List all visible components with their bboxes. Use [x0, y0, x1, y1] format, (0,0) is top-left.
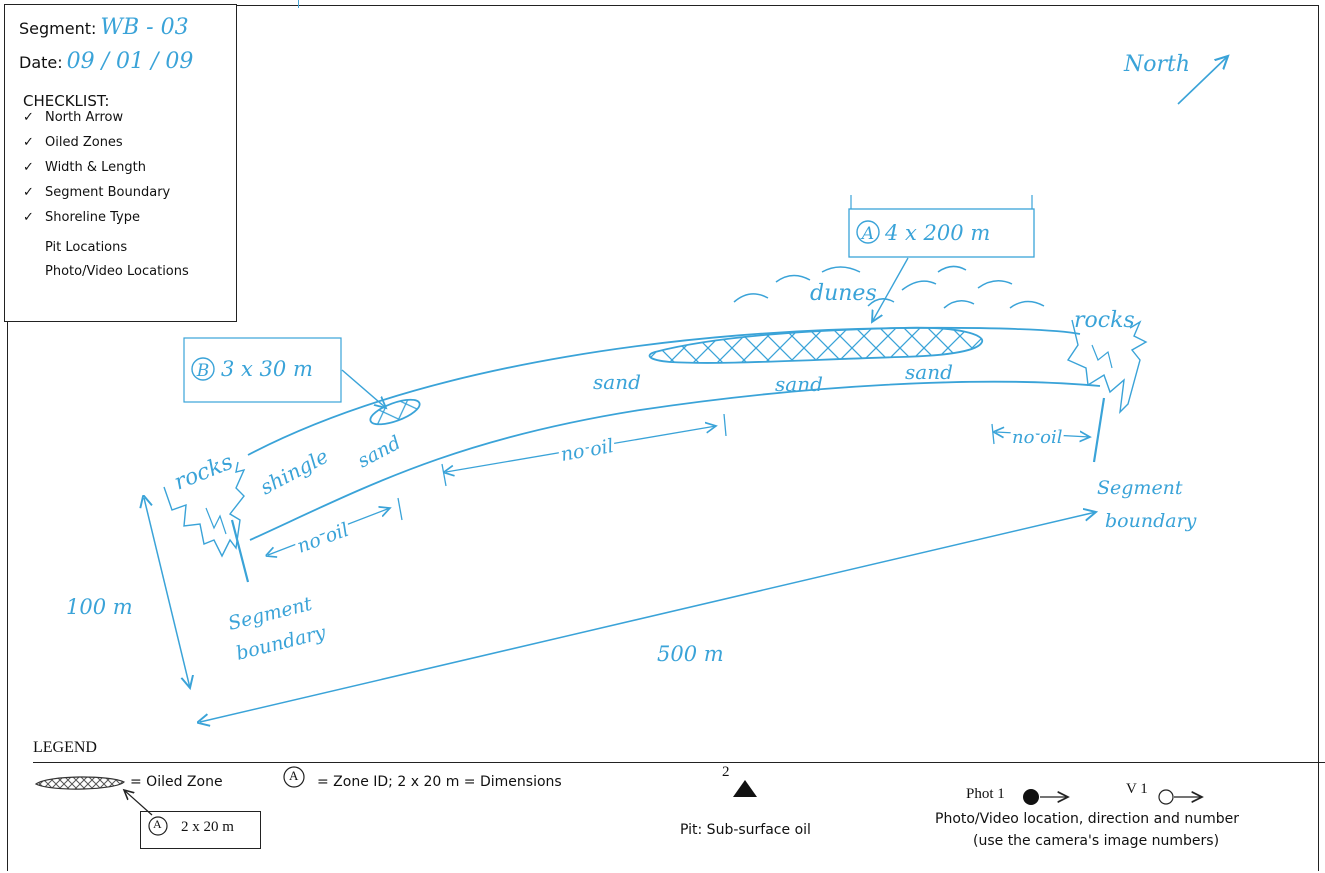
oiled-zone-b — [369, 398, 421, 426]
sand-label-3: sand — [775, 372, 823, 396]
dunes-label: dunes — [810, 281, 877, 306]
zone-b-dims: 3 x 30 m — [221, 357, 313, 381]
photo-video-text-1: Photo/Video location, direction and numb… — [935, 811, 1240, 827]
length-dimension-arrow — [200, 512, 1096, 722]
checklist-item: Photo/Video Locations — [23, 264, 189, 279]
checkmark-icon: ✓ — [23, 160, 34, 175]
segment-value: WB - 03 — [100, 15, 189, 40]
length-label: 500 m — [657, 642, 724, 666]
north-label: North — [1123, 52, 1190, 77]
date-row: Date: 09 / 01 / 09 — [19, 49, 193, 74]
legend-example-id: A — [153, 817, 162, 831]
no-oil-right-arrow — [996, 432, 1090, 437]
checklist-item-label: Photo/Video Locations — [45, 264, 189, 279]
legend-oiled-zone-text: = Oiled Zone — [130, 774, 223, 790]
segment-boundary-left-line — [230, 519, 250, 583]
zone-a-dims: 4 x 200 m — [884, 221, 990, 245]
checklist-item-label: Pit Locations — [45, 240, 128, 255]
no-oil-label-right: no oil — [1012, 427, 1063, 448]
rocks-right-shape — [1066, 319, 1148, 414]
legend-zone-id-symbol: A — [289, 768, 299, 783]
segment-label: Segment: — [19, 19, 97, 38]
pit-text: Pit: Sub-surface oil — [680, 822, 811, 838]
segment-boundary-right-1: Segment — [1097, 477, 1183, 499]
checkmark-icon: ✓ — [23, 210, 34, 225]
checklist-item: ✓ Segment Boundary — [23, 185, 170, 200]
pit-triangle-icon — [733, 780, 757, 797]
legend-zone-id-circle — [283, 766, 305, 788]
segment-boundary-right-2: boundary — [1105, 510, 1197, 532]
date-value: 09 / 01 / 09 — [66, 49, 194, 74]
oiled-zone-a — [648, 326, 983, 364]
photo-video-text-2: (use the camera's image numbers) — [973, 833, 1220, 849]
zone-a-callout-box — [848, 208, 1035, 258]
video-label: V 1 — [1126, 781, 1148, 797]
zone-b-callout-box — [183, 337, 342, 403]
sand-label-1: sand — [354, 432, 404, 473]
checklist-item-label: Oiled Zones — [45, 135, 123, 150]
rocks-right-label: rocks — [1074, 308, 1135, 333]
no-oil-middle-arrow — [446, 426, 716, 472]
width-label: 100 m — [66, 595, 133, 619]
zone-b-id-circle — [191, 357, 215, 381]
sketch-frame — [7, 5, 1319, 871]
width-dimension-arrow — [144, 498, 190, 688]
legend-oiled-zone-symbol — [34, 776, 126, 790]
zone-a-id: A — [860, 224, 874, 244]
frame-tick-mark — [298, 0, 299, 8]
checklist-item: ✓ Oiled Zones — [23, 135, 123, 150]
photo-label: Phot 1 — [966, 786, 1005, 802]
checklist-box: Segment: WB - 03 Date: 09 / 01 / 09 CHECKL… — [4, 4, 237, 322]
pit-number: 2 — [722, 764, 730, 780]
checklist-item: ✓ Shoreline Type — [23, 210, 140, 225]
checklist-item-label: Shoreline Type — [45, 210, 140, 225]
segment-row: Segment: WB - 03 — [19, 15, 189, 40]
no-oil-label-left: no oil — [294, 519, 352, 558]
date-label: Date: — [19, 53, 63, 72]
legend-zone-id-text: = Zone ID; 2 x 20 m = Dimensions — [317, 774, 562, 790]
video-circle-icon — [1158, 789, 1174, 805]
shoreline-upper-line — [247, 326, 1081, 456]
zone-a-id-circle — [856, 220, 880, 244]
checkmark-icon: ✓ — [23, 185, 34, 200]
zone-b-pointer — [341, 369, 386, 408]
shingle-label: shingle — [256, 444, 332, 500]
legend-example-dims: 2 x 20 m — [181, 819, 234, 835]
checklist-item: ✓ Width & Length — [23, 160, 146, 175]
sand-label-4: sand — [905, 360, 953, 384]
checklist-item-label: North Arrow — [45, 110, 124, 125]
shoreline-lower-line — [249, 380, 1101, 541]
dunes-marks — [733, 265, 1045, 309]
checklist-item: Pit Locations — [23, 240, 127, 255]
legend-example-box — [140, 811, 261, 849]
checklist-item-label: Width & Length — [45, 160, 147, 175]
legend-divider — [33, 762, 1325, 763]
zone-a-pointer — [872, 257, 909, 322]
checklist-title: CHECKLIST: — [23, 92, 110, 110]
checkmark-icon: ✓ — [23, 110, 34, 125]
sand-label-2: sand — [593, 370, 641, 394]
north-arrow-icon — [1177, 56, 1228, 105]
zone-b-id: B — [196, 361, 210, 381]
checklist-item-label: Segment Boundary — [45, 185, 171, 200]
checkmark-icon: ✓ — [23, 135, 34, 150]
legend-title: LEGEND — [33, 739, 97, 756]
no-oil-label-middle: no oil — [559, 435, 615, 466]
legend-example-id-circle — [148, 816, 168, 836]
legend-example-pointer — [124, 790, 153, 816]
segment-boundary-right-line — [1092, 397, 1106, 463]
rocks-left-label: rocks — [171, 450, 237, 496]
photo-dot-icon — [1023, 789, 1039, 805]
checklist-item: ✓ North Arrow — [23, 110, 123, 125]
